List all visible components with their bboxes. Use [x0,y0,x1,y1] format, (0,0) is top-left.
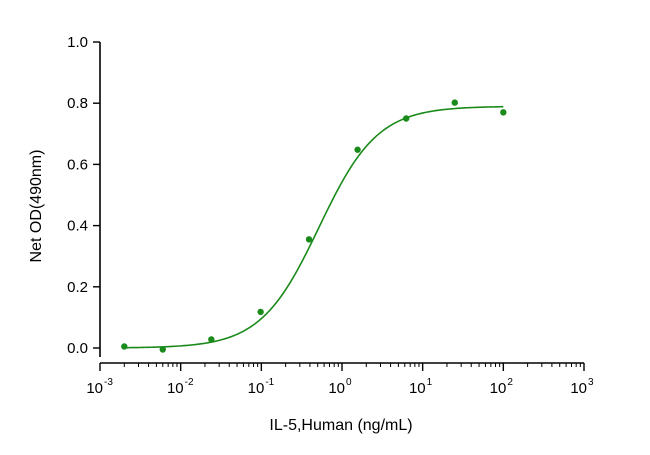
y-tick-label-2: 0.4 [67,218,88,235]
axes: 0.00.20.40.60.81.010 -3 10 -2 10 -1 10 0 10 1 10 2 1… [67,34,594,397]
data-point-6 [403,115,410,122]
x-axis-title: IL-5,Human (ng/mL) [269,417,412,434]
data-point-5 [354,146,361,153]
y-tick-label-0: 0.0 [67,340,88,357]
x-tick-exponent-5: 2 [507,377,513,388]
x-tick-base-6: 10 [570,380,587,397]
data-point-7 [451,99,458,106]
x-tick-label-6: 10 3 [570,377,594,397]
y-tick-label-1: 0.2 [67,279,88,296]
data-point-2 [208,336,215,343]
x-tick-exponent-1: -2 [185,377,194,388]
x-tick-label-2: 10 -1 [248,377,275,397]
data-point-4 [305,236,313,243]
x-tick-exponent-4: 1 [427,377,433,388]
x-tick-label-0: 10 -3 [86,377,113,397]
data-point-8 [500,109,507,116]
y-tick-label-5: 1.0 [67,34,88,51]
data-point-3 [257,308,264,316]
y-tick-label-4: 0.8 [67,95,88,112]
x-tick-base-5: 10 [490,380,507,397]
data-point-0 [121,343,128,350]
x-tick-label-3: 10 0 [328,377,352,397]
fit-curve-0 [124,105,504,349]
x-tick-label-1: 10 -2 [167,377,194,397]
y-tick-label-3: 0.6 [67,156,88,173]
x-tick-label-4: 10 1 [409,377,433,397]
x-tick-base-2: 10 [248,380,265,397]
x-tick-base-4: 10 [409,380,426,397]
x-tick-exponent-6: 3 [588,377,594,388]
x-tick-label-5: 10 2 [490,377,514,397]
x-tick-exponent-3: 0 [346,377,352,388]
plot-marks [121,99,507,353]
y-axis-title: Net OD(490nm) [28,150,45,263]
x-tick-exponent-2: -1 [265,377,274,388]
data-point-1 [159,346,166,353]
x-tick-exponent-0: -3 [104,377,113,388]
x-tick-base-0: 10 [86,380,103,397]
x-tick-base-1: 10 [167,380,184,397]
x-tick-base-3: 10 [328,380,345,397]
